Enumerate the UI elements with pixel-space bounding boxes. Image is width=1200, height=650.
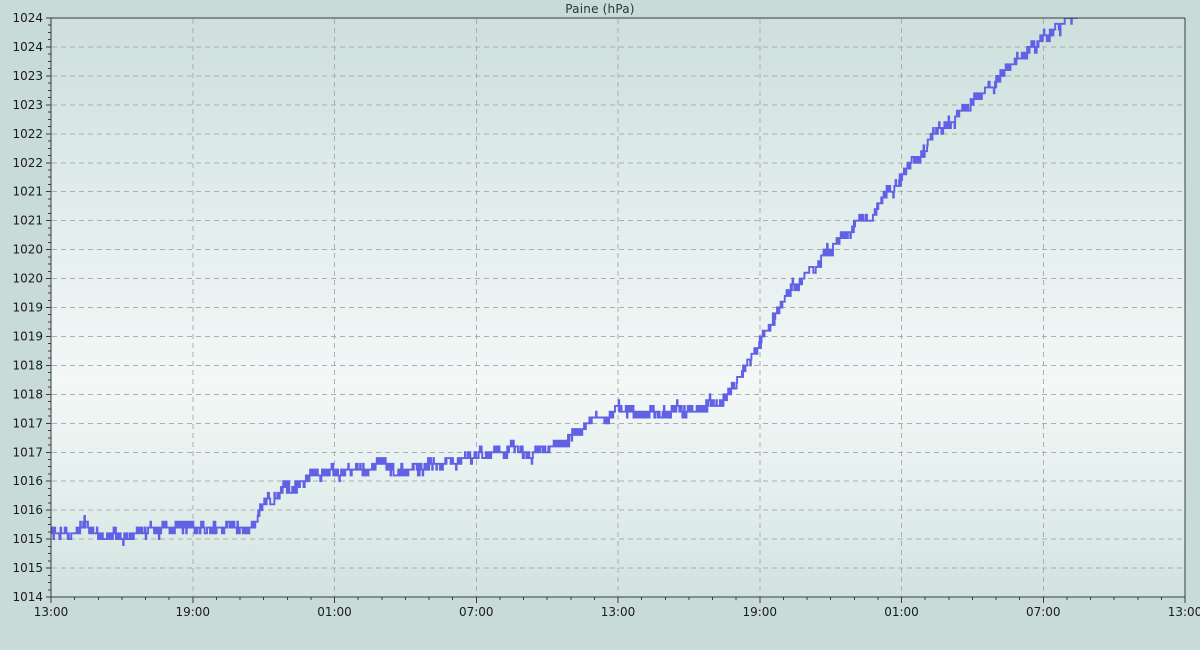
y-axis-tick-labels: 1014 1015 1015 1016 1016 1017 1017 1018 1018 1019…	[12, 11, 43, 604]
x-tick-label: 13:00	[1168, 605, 1200, 619]
y-tick-label: 1024	[12, 11, 43, 25]
y-tick-label: 1016	[12, 474, 43, 488]
y-tick-label: 1023	[12, 69, 43, 83]
y-tick-label: 1014	[12, 590, 43, 604]
x-tick-label: 01:00	[884, 605, 919, 619]
y-tick-label: 1020	[12, 243, 43, 257]
y-tick-label: 1022	[12, 127, 43, 141]
x-tick-label: 19:00	[175, 605, 210, 619]
gridlines	[52, 19, 1184, 596]
y-tick-label: 1021	[12, 214, 43, 228]
y-tick-label: 1017	[12, 445, 43, 459]
axis-frame	[50, 17, 1186, 598]
y-tick-label: 1015	[12, 532, 43, 546]
y-tick-label: 1018	[12, 387, 43, 401]
y-tick-label: 1019	[12, 301, 43, 315]
x-tick-label: 19:00	[742, 605, 777, 619]
y-tick-label: 1023	[12, 98, 43, 112]
y-tick-label: 1015	[12, 561, 43, 575]
data-series-line	[51, 18, 1078, 546]
x-tick-label: 07:00	[1026, 605, 1061, 619]
y-tick-label: 1020	[12, 272, 43, 286]
y-tick-label: 1022	[12, 156, 43, 170]
x-tick-label: 01:00	[317, 605, 352, 619]
y-tick-label: 1024	[12, 40, 43, 54]
y-tick-label: 1018	[12, 358, 43, 372]
x-axis-tick-labels: 13:00 19:00 01:00 07:00 13:00 19:00 01:00 07:00…	[34, 605, 1200, 619]
y-tick-label: 1016	[12, 503, 43, 517]
y-tick-label: 1021	[12, 185, 43, 199]
y-tick-label: 1017	[12, 416, 43, 430]
x-tick-label: 13:00	[601, 605, 636, 619]
x-tick-label: 13:00	[34, 605, 69, 619]
y-tick-label: 1019	[12, 329, 43, 343]
chart-title: Paine (hPa)	[565, 2, 635, 16]
x-tick-label: 07:00	[459, 605, 494, 619]
